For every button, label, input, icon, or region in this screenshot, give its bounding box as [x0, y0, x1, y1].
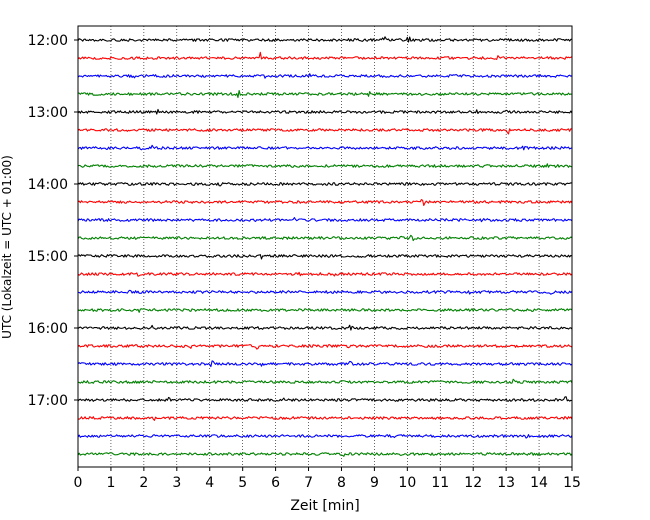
trace-line [77, 289, 573, 295]
x-tick-label: 14 [530, 475, 548, 491]
trace-line [77, 36, 573, 43]
trace-line [77, 73, 573, 79]
x-tick-label: 15 [563, 475, 581, 491]
trace-line [77, 271, 573, 277]
x-tick-label: 7 [304, 475, 313, 491]
x-tick-label: 4 [205, 475, 214, 491]
x-tick-label: 12 [464, 475, 482, 491]
trace-line [77, 308, 573, 313]
y-tick-label: 13:00 [28, 105, 68, 121]
x-tick-label: 10 [398, 475, 416, 491]
trace-line [77, 396, 573, 402]
y-axis-title: UTC (Lokalzeit = UTC + 01:00) [0, 155, 14, 339]
trace-line [77, 360, 573, 368]
trace-line [77, 452, 573, 457]
trace-line [77, 234, 573, 242]
trace-line [77, 434, 573, 439]
x-tick-label: 1 [106, 475, 115, 491]
x-tick-label: 13 [497, 475, 515, 491]
trace-line [77, 199, 573, 206]
trace-line [77, 324, 573, 331]
y-tick-label: 16:00 [28, 321, 68, 337]
y-tick-label: 12:00 [28, 33, 68, 49]
x-tick-label: 5 [238, 475, 247, 491]
plot-area-frame [77, 25, 573, 468]
x-axis-ticks: 0 1 2 3 4 5 6 7 8 9 10 11 12 13 14 15 [74, 467, 581, 491]
trace-line [77, 344, 573, 350]
y-tick-label: 14:00 [28, 177, 68, 193]
trace-line [77, 108, 573, 115]
trace-lines [77, 36, 573, 457]
trace-line [77, 254, 573, 260]
y-tick-label: 17:00 [28, 393, 68, 409]
x-axis-title: Zeit [min] [290, 498, 359, 514]
trace-line [77, 416, 573, 421]
x-tick-label: 3 [172, 475, 181, 491]
trace-line [77, 217, 573, 223]
vertical-gridlines [110, 26, 540, 467]
trace-line [77, 128, 573, 135]
y-axis-ticks: 12:00 13:00 14:00 15:00 16:00 17:00 [28, 33, 78, 409]
trace-line [77, 163, 573, 168]
x-tick-label: 0 [74, 475, 83, 491]
x-tick-label: 11 [431, 475, 449, 491]
x-tick-label: 6 [271, 475, 280, 491]
trace-line [77, 89, 573, 99]
trace-line [77, 378, 573, 384]
trace-line [77, 51, 573, 60]
x-tick-label: 8 [337, 475, 346, 491]
y-tick-label: 15:00 [28, 249, 68, 265]
trace-line [77, 182, 573, 187]
x-tick-label: 2 [139, 475, 148, 491]
trace-line [77, 144, 573, 151]
x-tick-label: 9 [370, 475, 379, 491]
